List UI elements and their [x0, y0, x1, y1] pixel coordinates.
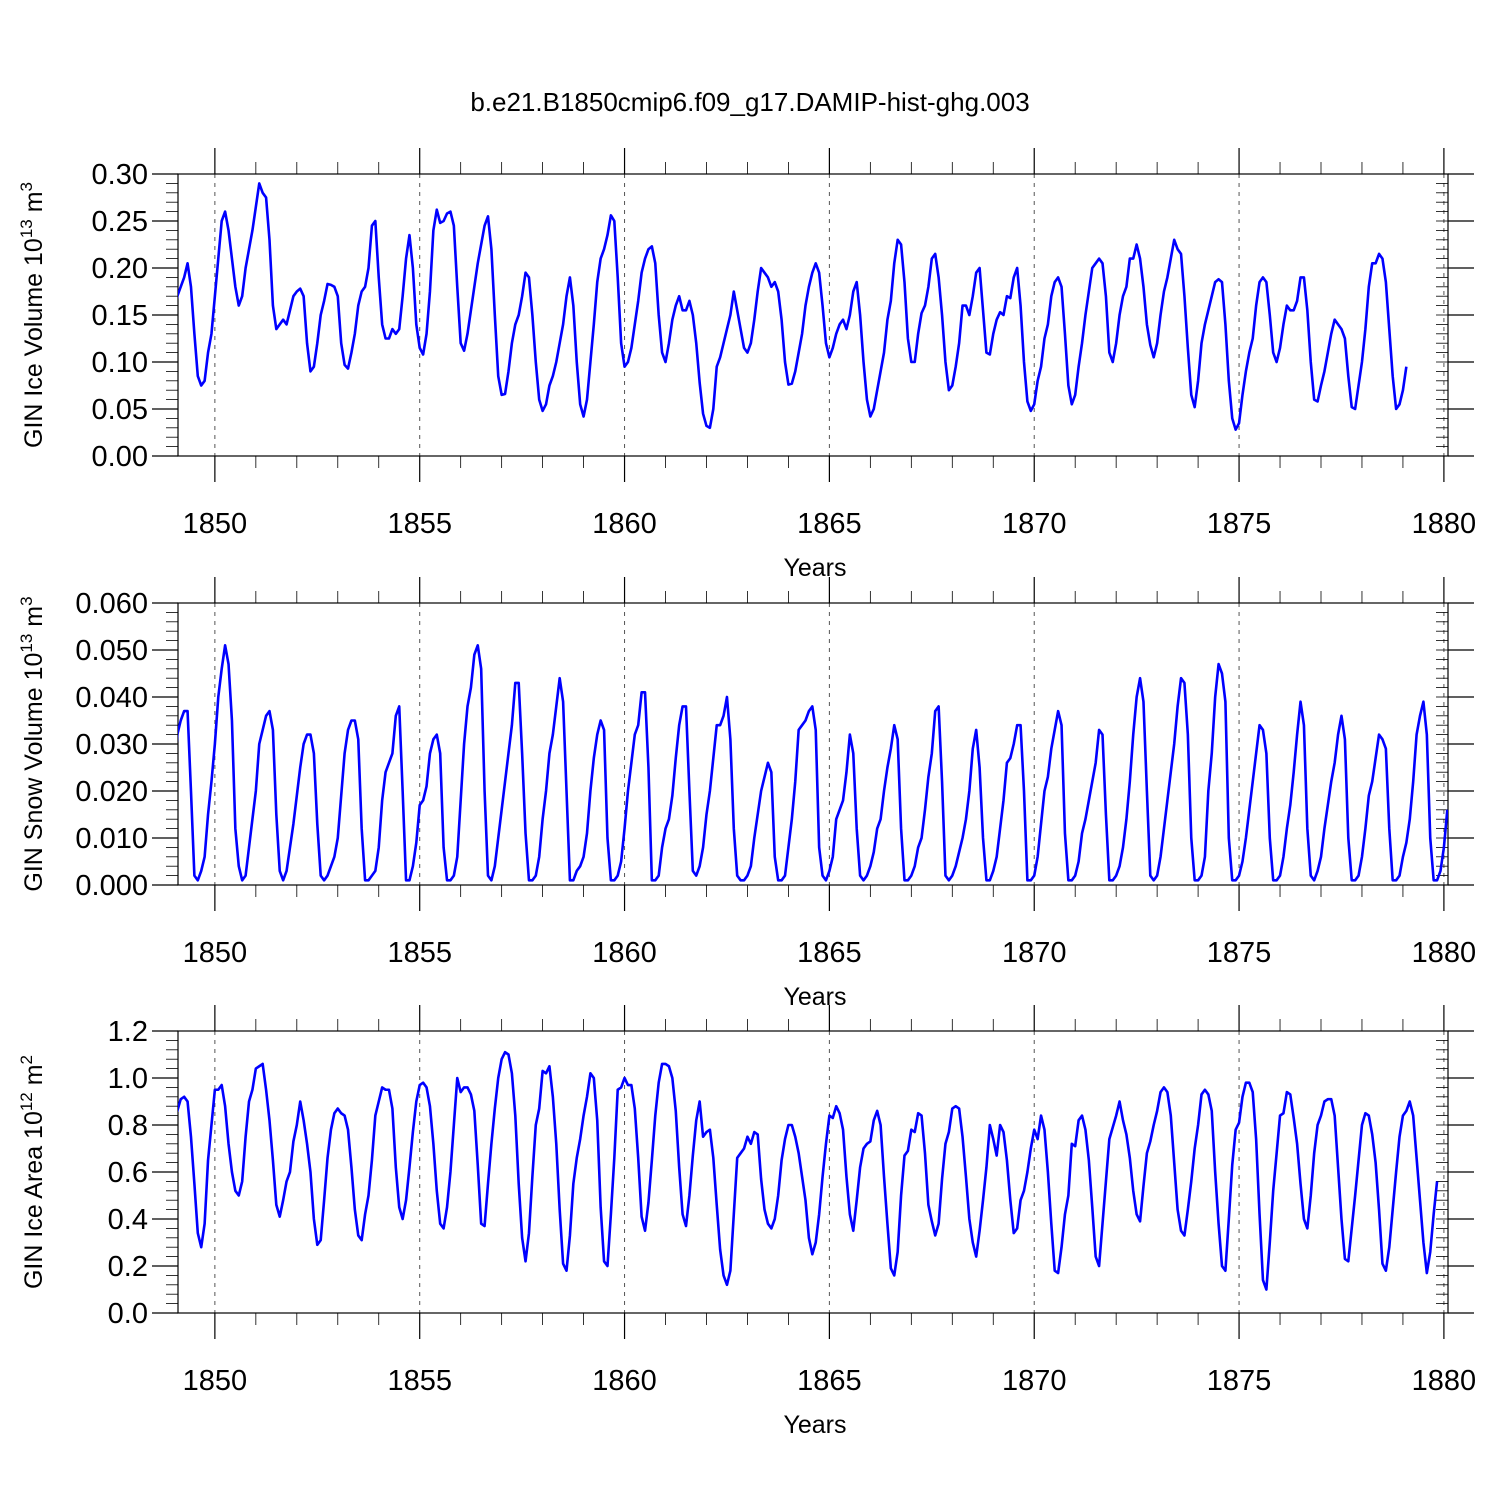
x-tick-label: 1870 — [1002, 1365, 1067, 1397]
y-tick-label: 0.030 — [75, 729, 148, 761]
y-axis-label: GIN Ice Volume 1013 m3 — [17, 182, 48, 448]
x-tick-label: 1865 — [797, 1365, 862, 1397]
y-tick-label: 0.20 — [92, 253, 148, 285]
y-tick-label: 0.050 — [75, 635, 148, 667]
y-tick-label: 0.020 — [75, 776, 148, 808]
x-tick-label: 1870 — [1002, 508, 1067, 540]
plot-frame — [177, 173, 1449, 457]
x-tick-label: 1850 — [183, 508, 248, 540]
y-tick-label: 1.0 — [108, 1063, 148, 1095]
x-tick-label: 1880 — [1412, 508, 1477, 540]
y-tick-label: 0.6 — [108, 1157, 148, 1189]
x-tick-label: 1855 — [387, 937, 452, 969]
x-tick-label: 1860 — [592, 937, 657, 969]
x-tick-label: 1880 — [1412, 937, 1477, 969]
y-tick-label: 0.000 — [75, 870, 148, 902]
x-tick-label: 1870 — [1002, 937, 1067, 969]
x-tick-label: 1855 — [387, 508, 452, 540]
y-tick-label: 0.30 — [92, 159, 148, 191]
x-tick-label: 1850 — [183, 937, 248, 969]
x-tick-label: 1875 — [1207, 508, 1272, 540]
figure-title: b.e21.B1850cmip6.f09_g17.DAMIP-hist-ghg.… — [470, 87, 1029, 117]
y-axis-label: GIN Ice Area 1012 m2 — [17, 1055, 48, 1289]
x-axis-label: Years — [783, 554, 846, 582]
series-line-snow-volume — [178, 643, 1448, 882]
y-tick-label: 0.0 — [108, 1298, 148, 1330]
x-tick-label: 1860 — [592, 508, 657, 540]
series-line-ice-volume — [178, 182, 1408, 431]
y-tick-label: 0.05 — [92, 394, 148, 426]
y-tick-label: 0.4 — [108, 1204, 148, 1236]
x-tick-label: 1850 — [183, 1365, 248, 1397]
x-tick-label: 1880 — [1412, 1365, 1477, 1397]
x-axis-label: Years — [783, 983, 846, 1011]
y-tick-label: 0.10 — [92, 347, 148, 379]
y-tick-label: 0.8 — [108, 1110, 148, 1142]
series-line-ice-area — [178, 1050, 1439, 1291]
y-tick-label: 0.040 — [75, 682, 148, 714]
x-tick-label: 1860 — [592, 1365, 657, 1397]
panel-snow-volume: 0.000 0.010 0.020 0.030 0.040 0.050 0.060 1850 1… — [17, 577, 1476, 1011]
x-tick-label: 1875 — [1207, 1365, 1272, 1397]
y-tick-label: 1.2 — [108, 1016, 148, 1048]
panels: 0.00 0.05 0.10 0.15 0.20 0.25 0.30 1850 1855 1860… — [17, 148, 1476, 1439]
panel-ice-volume: 0.00 0.05 0.10 0.15 0.20 0.25 0.30 1850 1855 1860… — [17, 148, 1476, 582]
y-tick-label: 0.060 — [75, 588, 148, 620]
panel-ice-area: 0.0 0.2 0.4 0.6 0.8 1.0 1.2 1850 1855 1860 1865 187… — [17, 1005, 1476, 1439]
y-tick-label: 0.00 — [92, 441, 148, 473]
y-tick-label: 0.2 — [108, 1251, 148, 1283]
x-tick-label: 1865 — [797, 937, 862, 969]
x-tick-label: 1875 — [1207, 937, 1272, 969]
x-tick-label: 1865 — [797, 508, 862, 540]
x-tick-label: 1855 — [387, 1365, 452, 1397]
y-tick-label: 0.25 — [92, 206, 148, 238]
x-axis-label: Years — [783, 1411, 846, 1439]
y-tick-label: 0.15 — [92, 300, 148, 332]
y-tick-label: 0.010 — [75, 823, 148, 855]
y-axis-label: GIN Snow Volume 1013 m3 — [17, 596, 48, 891]
